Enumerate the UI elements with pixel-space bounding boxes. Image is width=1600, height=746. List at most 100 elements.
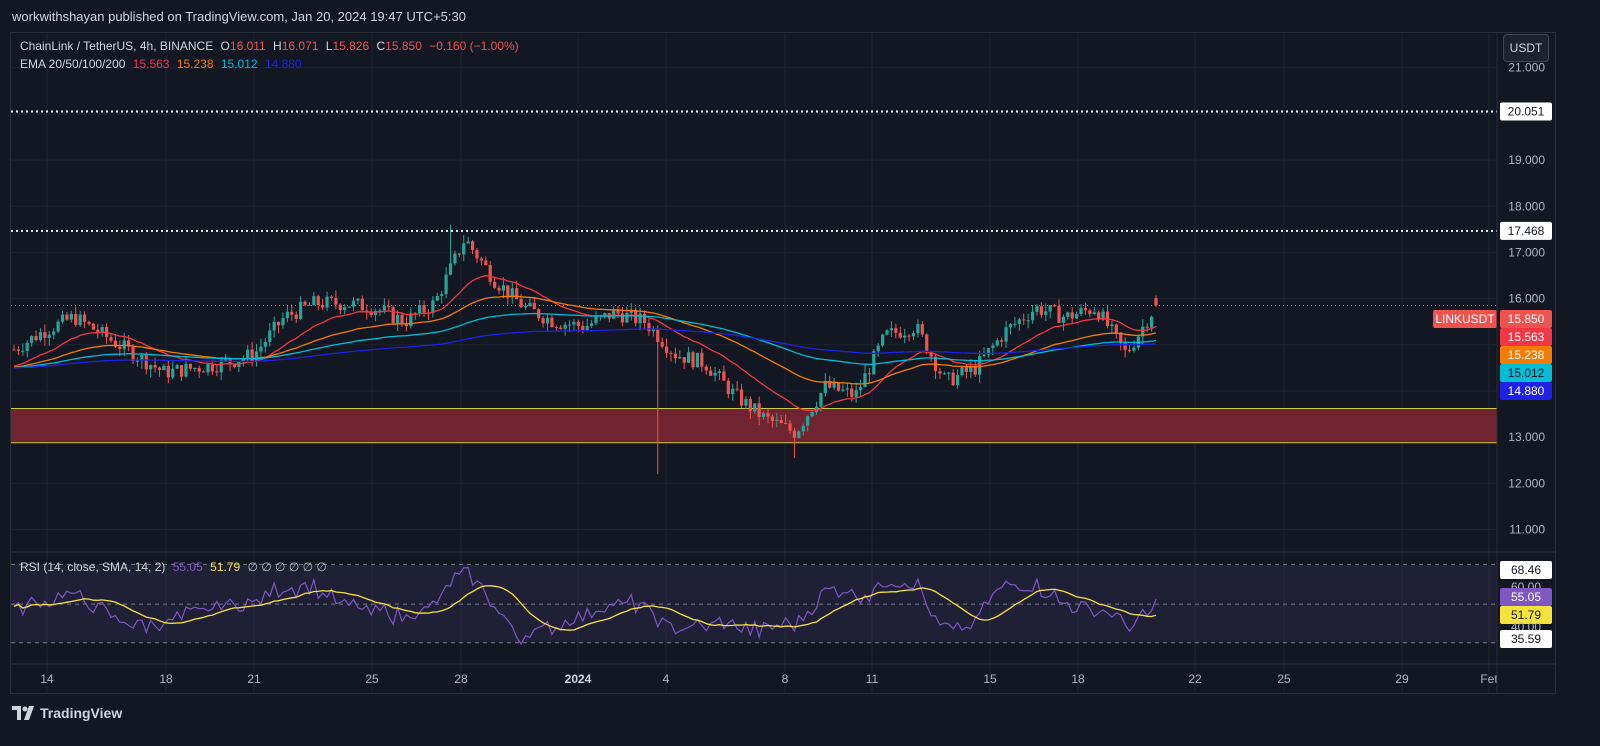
candle-body [113, 340, 118, 347]
tradingview-brand: TradingView [40, 705, 123, 721]
candle-body [832, 382, 836, 388]
candle-body [567, 324, 572, 326]
x-tick-label: 25 [1277, 672, 1291, 686]
candle-body [201, 371, 206, 373]
candle-body [590, 323, 594, 326]
candle-body [532, 302, 536, 310]
candle-body [687, 352, 691, 363]
x-tick-label: 18 [159, 672, 173, 686]
candle-body [872, 351, 876, 375]
candle-body [351, 300, 356, 307]
candle-body [510, 288, 514, 298]
price-label-value: 15.563 [1508, 330, 1545, 344]
rsi-sma-line [13, 585, 1157, 631]
candle-body [960, 367, 964, 375]
candle-body [453, 253, 457, 264]
candle-body [814, 406, 819, 413]
price-label-value: 14.880 [1508, 384, 1545, 398]
candle-body [951, 372, 955, 386]
candle-body [444, 274, 448, 295]
candle-body [316, 296, 320, 306]
candle-body [894, 328, 898, 333]
candle-body [210, 363, 215, 372]
tradingview-logo[interactable]: TradingView [12, 705, 122, 721]
candle-body [193, 368, 197, 370]
candle-body [140, 354, 144, 361]
candle-body [735, 388, 739, 390]
candle-body [673, 353, 677, 359]
candle-body [1079, 308, 1083, 314]
candle-body [664, 346, 669, 353]
candle-body [272, 321, 276, 331]
candle-body [321, 305, 325, 308]
candle-body [581, 325, 585, 330]
candle-body [307, 304, 312, 306]
x-tick-label: 18 [1071, 672, 1085, 686]
candle-body [281, 318, 285, 326]
candle-body [1145, 326, 1149, 328]
candle-body [457, 253, 461, 255]
candle-body [118, 346, 122, 349]
candle-body [903, 335, 907, 338]
x-tick-label: 11 [866, 672, 879, 686]
candle-body [43, 332, 47, 338]
candle-body [863, 373, 867, 388]
candle-body [484, 260, 488, 266]
candle-body [369, 312, 373, 315]
candle-body [30, 336, 34, 343]
candle-body [986, 348, 991, 355]
price-label-bg [1500, 328, 1552, 346]
candle-body [479, 258, 483, 261]
candle-body [858, 387, 863, 391]
ema20-value: 15.563 [132, 57, 170, 71]
candle-body [784, 423, 788, 425]
candle-body [594, 316, 598, 324]
rsi-extra-values: ∅ ∅ ∅ ∅ ∅ ∅ [247, 560, 327, 574]
ema200-value: 14.880 [264, 57, 302, 71]
candle-body [528, 302, 532, 307]
candle-body [153, 365, 157, 368]
candle-body [1132, 347, 1136, 351]
candle-body [56, 321, 60, 332]
candle-body [462, 243, 466, 255]
ema-label: EMA 20/50/100/200 [20, 57, 126, 71]
candle-body [127, 340, 131, 347]
candle-body [299, 301, 303, 319]
candle-body [232, 363, 237, 367]
candle-body [387, 306, 391, 308]
currency-button[interactable]: USDT [1503, 34, 1549, 62]
level-label-bg [1500, 221, 1552, 240]
x-tick-label: 8 [782, 672, 789, 686]
y-tick-label: 18.000 [1508, 199, 1545, 213]
candle-body [109, 337, 113, 341]
candle-body [1070, 312, 1074, 319]
candle-body [409, 313, 413, 327]
chart-frame[interactable] [10, 32, 1556, 694]
candle-body [303, 301, 307, 305]
candle-body [493, 281, 497, 288]
candle-body [638, 313, 642, 324]
x-tick-label: 28 [454, 672, 468, 686]
candle-body [197, 368, 201, 372]
candle-body [418, 305, 422, 314]
candle-body [1092, 312, 1096, 314]
candle-body [982, 354, 986, 357]
candle-body [52, 331, 56, 335]
candle-body [506, 285, 510, 298]
candle-body [515, 288, 519, 300]
price-label-bg [1500, 382, 1552, 400]
candle-body [995, 340, 999, 346]
candle-body [175, 365, 179, 369]
candle-body [612, 309, 616, 319]
x-tick-label: 22 [1188, 672, 1202, 686]
symbol-legend: ChainLink / TetherUS, 4h, BINANCE O16.01… [20, 39, 523, 53]
top-bar: workwithshayan published on TradingView.… [0, 0, 1600, 32]
close-value: 15.850 [385, 39, 422, 53]
rsi-level-label: 68.46 [1511, 563, 1541, 577]
candle-body [144, 354, 148, 370]
candle-body [360, 298, 364, 311]
candle-body [488, 265, 492, 282]
rsi-level-label: 51.79 [1511, 608, 1541, 622]
candle-body [572, 321, 576, 325]
